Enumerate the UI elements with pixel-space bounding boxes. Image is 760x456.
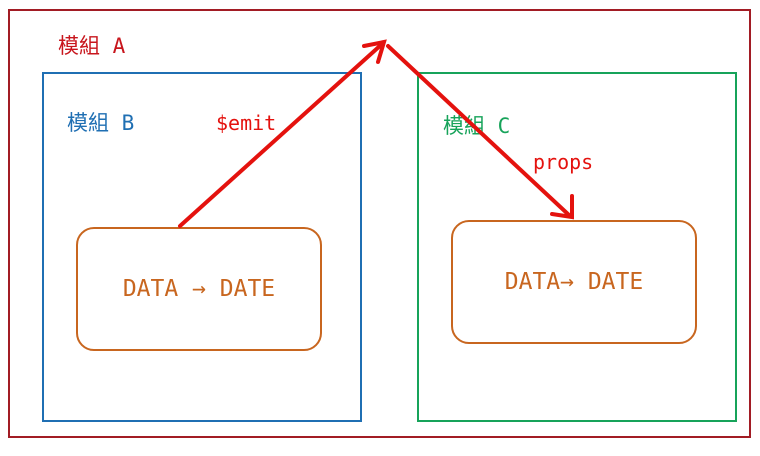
module-c-box [417, 72, 737, 422]
module-c-label: 模組 C [443, 114, 511, 138]
module-c-data-text: DATA→ DATE [504, 269, 644, 295]
module-b-label: 模組 B [67, 111, 135, 135]
emit-label: $emit [216, 111, 277, 135]
module-a-label: 模組 A [58, 34, 126, 58]
module-a-box [8, 9, 751, 438]
module-b-data-box: DATA → DATE [76, 227, 322, 351]
module-b-data-text: DATA → DATE [122, 276, 276, 302]
props-label: props [533, 150, 594, 174]
module-c-data-box: DATA→ DATE [451, 220, 697, 344]
